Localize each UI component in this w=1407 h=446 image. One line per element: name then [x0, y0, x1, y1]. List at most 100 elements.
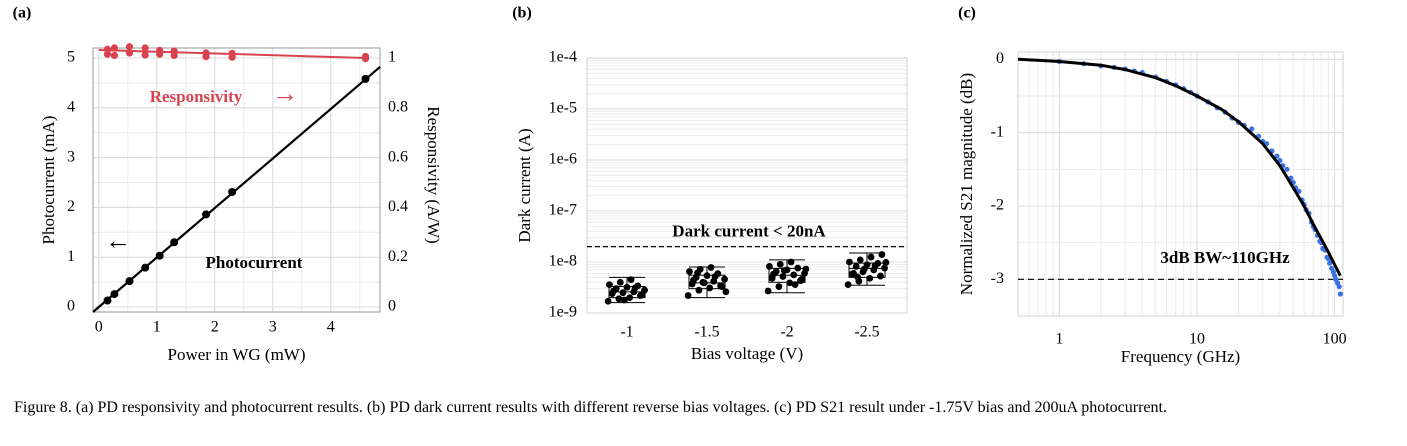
dark-current-point: [690, 276, 697, 284]
plot-frame-c: [1017, 51, 1344, 317]
responsivity-point: [125, 49, 134, 57]
s21-measured-point: [1336, 284, 1342, 290]
responsivity-point: [202, 53, 210, 61]
s21-measured-point: [1249, 126, 1255, 132]
dark-current-point: [686, 268, 693, 275]
y-tick-label-c: -3: [991, 270, 1004, 287]
responsivity-arrow: →: [272, 79, 298, 108]
photocurrent-point: [155, 251, 164, 260]
dark-current-point: [703, 272, 711, 280]
panel-label-b: (b): [512, 5, 532, 22]
x-axis-label-c: Frequency (GHz): [1121, 347, 1240, 366]
dark-current-point: [604, 297, 612, 305]
dark-current-point: [798, 275, 806, 283]
y-tick-label-a: 3: [67, 148, 75, 165]
panel-label-c: (c): [958, 5, 976, 22]
dark-current-point: [856, 256, 864, 264]
y-tick-label-b: 1e-4: [549, 49, 577, 66]
dark-current-point: [775, 283, 783, 290]
y-tick-label-a: 2: [67, 198, 75, 215]
dark-current-point: [860, 265, 868, 273]
responsivity-point: [103, 50, 112, 58]
dark-current-point: [854, 273, 861, 281]
photocurrent-point: [103, 296, 112, 305]
dark-current-point: [770, 270, 777, 278]
photocurrent-point: [170, 238, 179, 247]
x-tick-label-b: -2.5: [854, 324, 879, 341]
dark-current-point: [638, 291, 646, 298]
dark-current-point: [711, 273, 719, 280]
y-tick-label-a: 5: [67, 49, 75, 66]
dark-current-point: [780, 267, 788, 274]
dark-current-point: [882, 259, 890, 266]
photocurrent-point: [110, 290, 119, 299]
s21-measured-point: [1337, 291, 1343, 297]
y-axis-label-c: Normalized S21 magnitude (dB): [957, 73, 976, 295]
y-tick-label-b: 1e-7: [549, 202, 577, 219]
dark-current-point: [877, 272, 884, 280]
x-axis-label-b: Bias voltage (V): [691, 344, 803, 363]
responsivity-point: [361, 55, 370, 63]
s21-fit-curve: [1017, 57, 1342, 277]
x-tick-label-c: 100: [1323, 331, 1347, 348]
responsivity-point: [125, 43, 134, 51]
dark-current-point: [684, 292, 692, 299]
y2-tick-label-a: 1: [388, 49, 396, 66]
dark-current-point: [718, 283, 726, 290]
y-tick-label-c: 0: [996, 50, 1004, 67]
dark-current-point: [846, 258, 853, 266]
responsivity-point: [228, 53, 236, 61]
dark-current-point: [787, 258, 795, 266]
y-tick-label-a: 1: [67, 248, 75, 265]
x-axis-label-a: Power in WG (mW): [167, 345, 305, 364]
x-tick-label-a: 0: [95, 319, 103, 336]
y-axis-label-b: Dark current (A): [515, 128, 534, 242]
dark-current-point: [844, 281, 852, 289]
y2-tick-label-a: 0.8: [388, 98, 408, 115]
y2-tick-label-a: 0.2: [388, 248, 408, 265]
photocurrent-fit-line: [92, 66, 381, 313]
dark-current-point: [867, 253, 875, 261]
y-tick-label-b: 1e-5: [549, 100, 577, 117]
dark-current-point: [626, 294, 634, 302]
y2-tick-label-a: 0.6: [388, 148, 408, 165]
y-tick-label-c: -1: [991, 123, 1004, 140]
dark-current-point: [620, 296, 628, 304]
y-tick-label-b: 1e-9: [549, 304, 577, 321]
x-tick-label-a: 2: [211, 319, 219, 336]
plot-frame-b: [586, 57, 908, 314]
dark-current-point: [631, 284, 639, 292]
y-axis-label-a: Photocurrent (mA): [39, 116, 58, 245]
responsivity-point: [156, 50, 164, 58]
dark-current-point: [852, 262, 860, 270]
photocurrent-point: [141, 263, 150, 272]
dark-current-point: [616, 278, 624, 286]
photocurrent-point: [125, 277, 134, 286]
dark-current-point: [790, 271, 798, 279]
dark-current-point: [706, 284, 714, 292]
dark-current-point: [707, 264, 715, 271]
s21-measured-point: [1284, 166, 1290, 172]
dark-current-point: [619, 289, 627, 297]
dark-current-point: [694, 269, 701, 277]
photocurrent-point: [202, 210, 211, 219]
threshold-label-c: 3dB BW~110GHz: [1160, 248, 1290, 267]
panel-label-a: (a): [13, 5, 32, 22]
dark-current-point: [764, 287, 772, 295]
responsivity-point: [110, 44, 119, 52]
dark-current-point: [871, 262, 879, 269]
s21-measured-point: [1274, 153, 1280, 159]
dark-current-point: [695, 286, 703, 294]
responsivity-point: [103, 45, 112, 53]
dark-current-point: [881, 264, 888, 272]
dark-current-point: [722, 288, 730, 296]
y-tick-label-b: 1e-8: [549, 253, 577, 270]
dark-current-point: [791, 281, 799, 289]
x-tick-label-a: 1: [153, 319, 161, 336]
s21-measured-point: [1327, 260, 1333, 266]
dark-current-point: [802, 265, 810, 273]
y-tick-label-c: -2: [991, 197, 1004, 214]
dark-current-point: [779, 273, 787, 280]
y-tick-label-a: 0: [67, 298, 75, 315]
